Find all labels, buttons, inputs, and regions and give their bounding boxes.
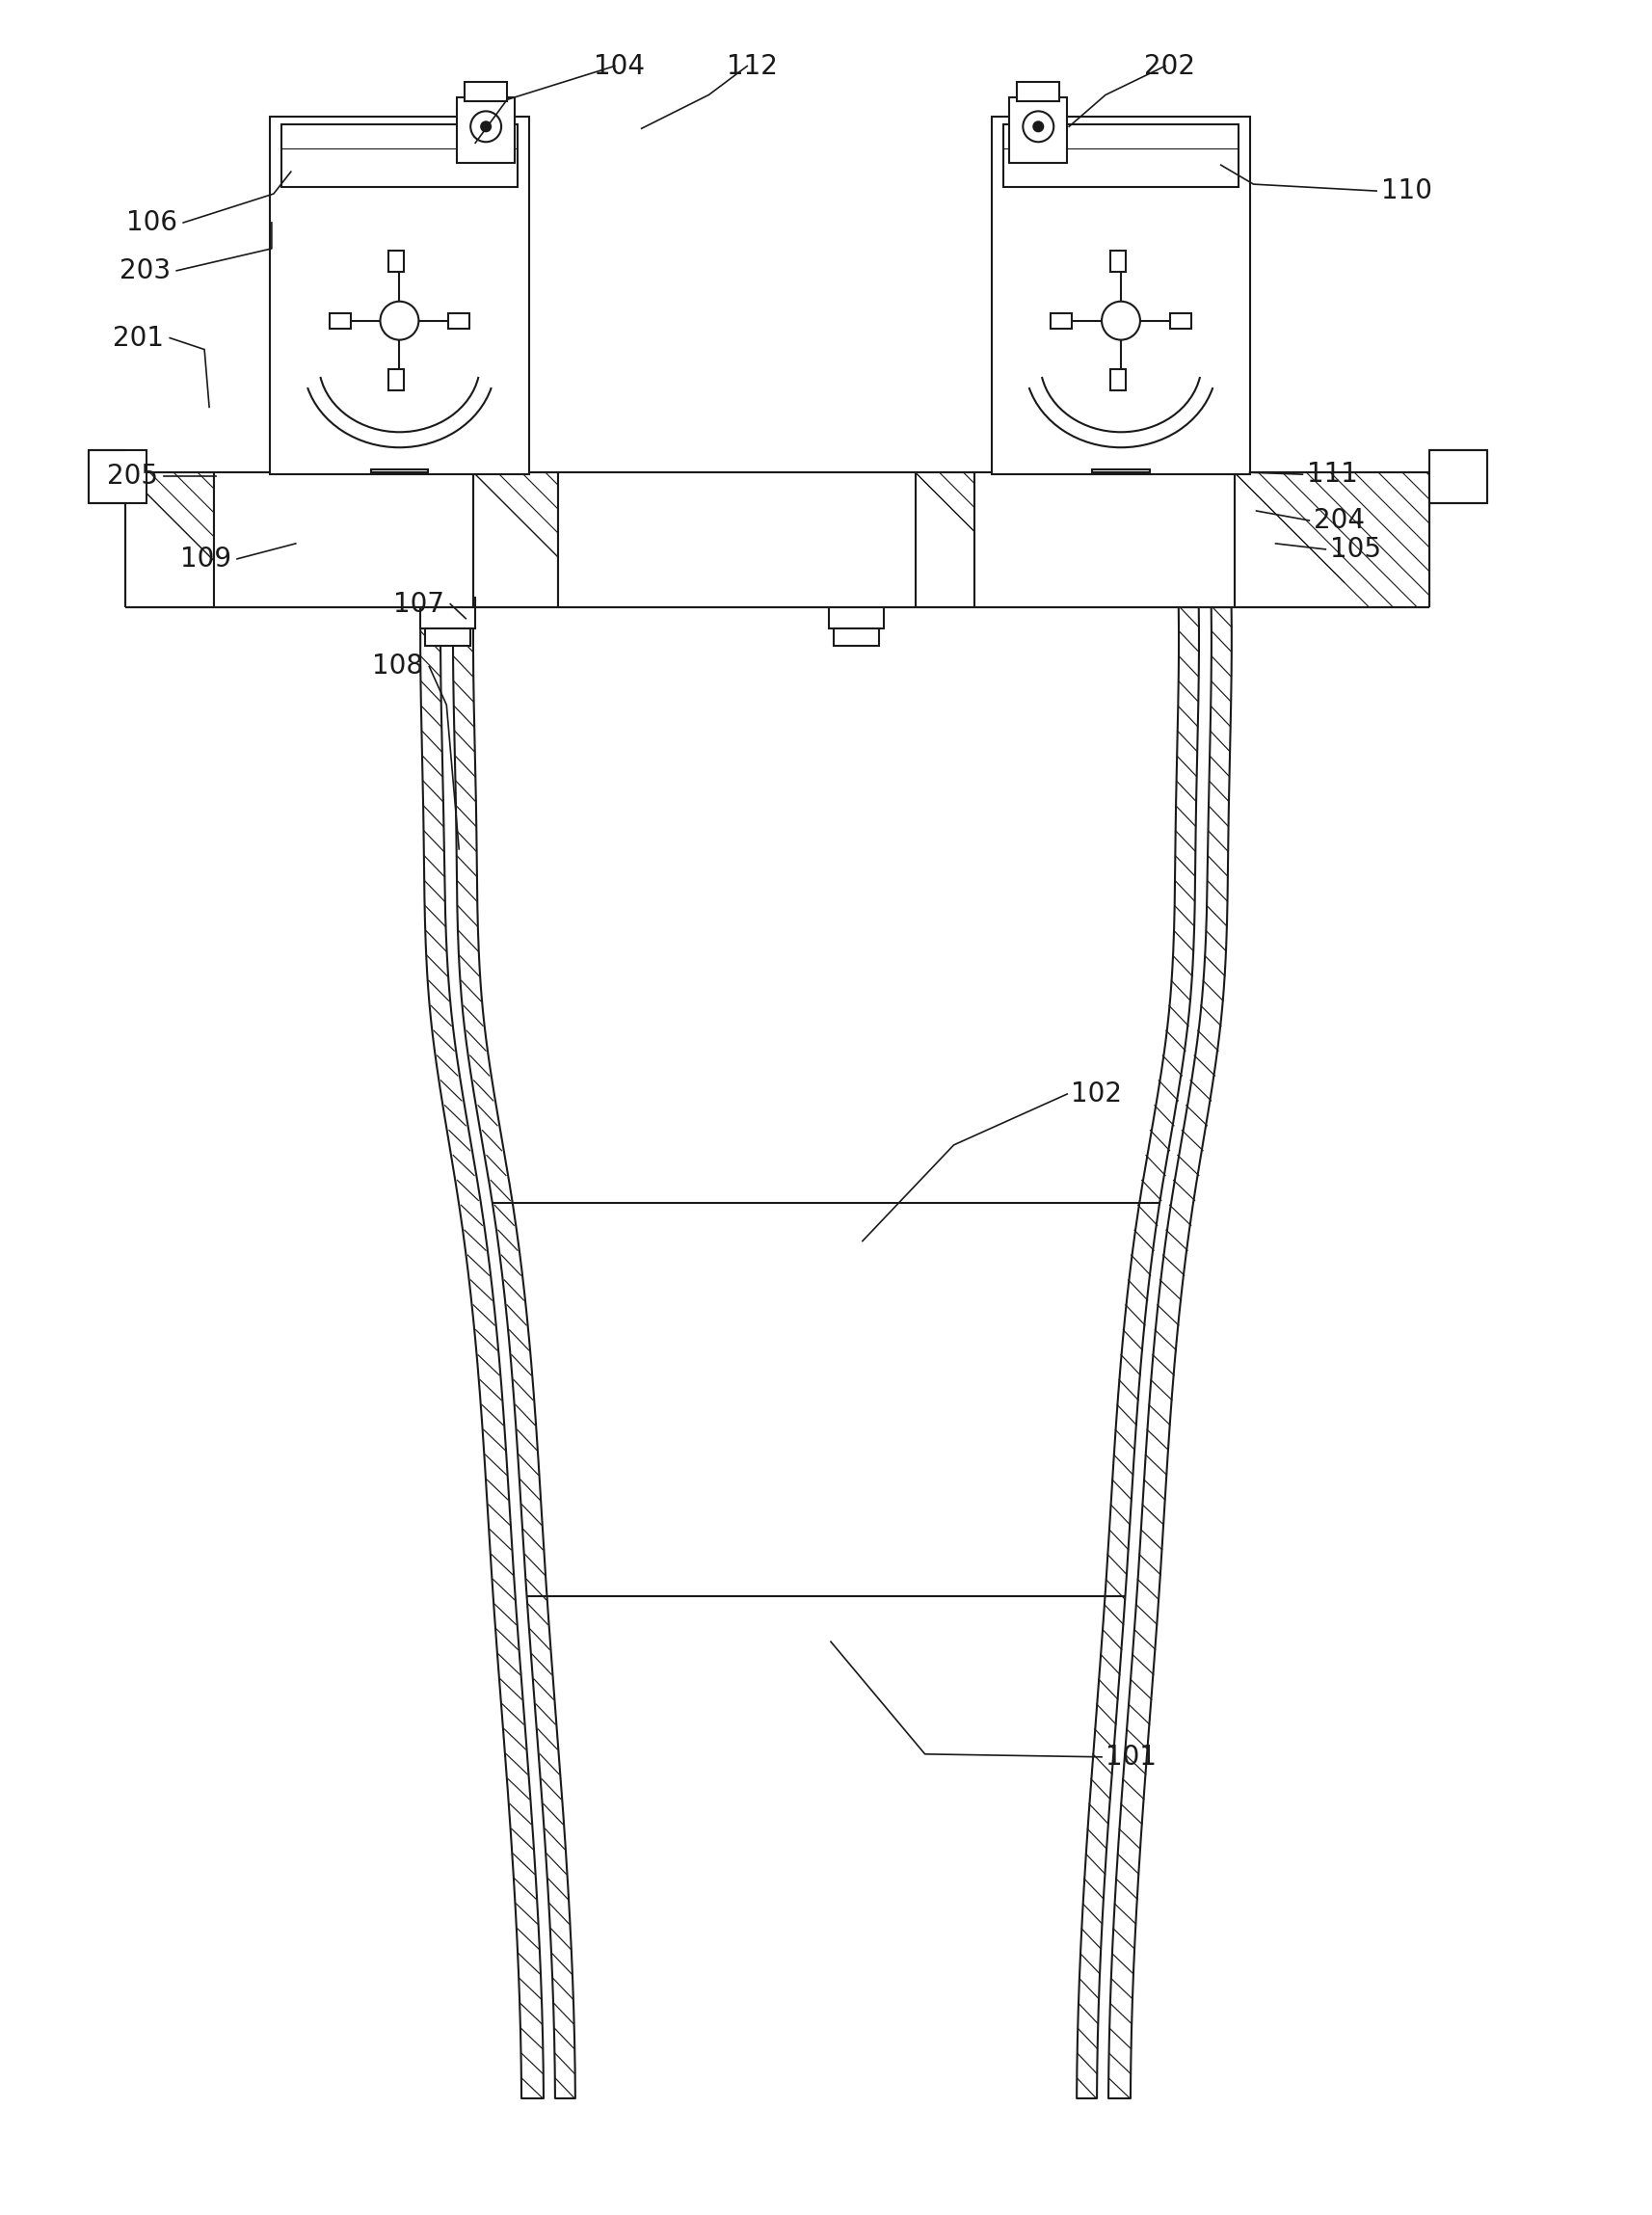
Text: 105: 105 [1330,536,1381,563]
Bar [370,470,428,472]
Bar [1018,82,1059,102]
Bar [89,450,147,503]
Bar [558,472,915,607]
Circle shape [1102,301,1140,339]
Bar [329,312,350,328]
Text: 104: 104 [595,53,644,80]
Text: 101: 101 [1105,1743,1156,1770]
Circle shape [1023,111,1054,142]
Bar [215,472,474,607]
Bar [1429,450,1487,503]
Text: 106: 106 [127,208,177,237]
Bar [281,124,517,186]
Text: 202: 202 [1145,53,1196,80]
Text: 111: 111 [1307,461,1358,487]
Bar [1051,312,1072,328]
Text: 201: 201 [112,323,164,352]
Circle shape [471,111,501,142]
Text: 204: 204 [1313,507,1365,534]
Circle shape [1034,122,1042,131]
Bar [1110,370,1125,390]
Bar [1170,312,1191,328]
Text: 102: 102 [1070,1081,1122,1108]
Bar [421,598,476,629]
Text: 108: 108 [372,653,423,680]
Bar [834,629,879,645]
Bar [425,629,471,645]
Bar [1110,250,1125,272]
Text: 203: 203 [119,257,170,284]
Bar [269,117,529,474]
Bar [388,370,405,390]
Circle shape [481,122,491,131]
Text: 110: 110 [1381,177,1432,204]
Bar [388,250,405,272]
Circle shape [380,301,418,339]
Bar [448,312,469,328]
Text: 205: 205 [107,463,159,490]
Text: 109: 109 [180,545,231,571]
Bar [1004,124,1237,186]
Bar [458,97,515,164]
Text: 112: 112 [727,53,778,80]
Bar [975,472,1234,607]
Bar [993,117,1249,474]
Bar [1009,97,1067,164]
Text: 107: 107 [393,591,444,618]
Bar [829,598,884,629]
Bar [464,82,507,102]
Bar [1092,470,1150,472]
